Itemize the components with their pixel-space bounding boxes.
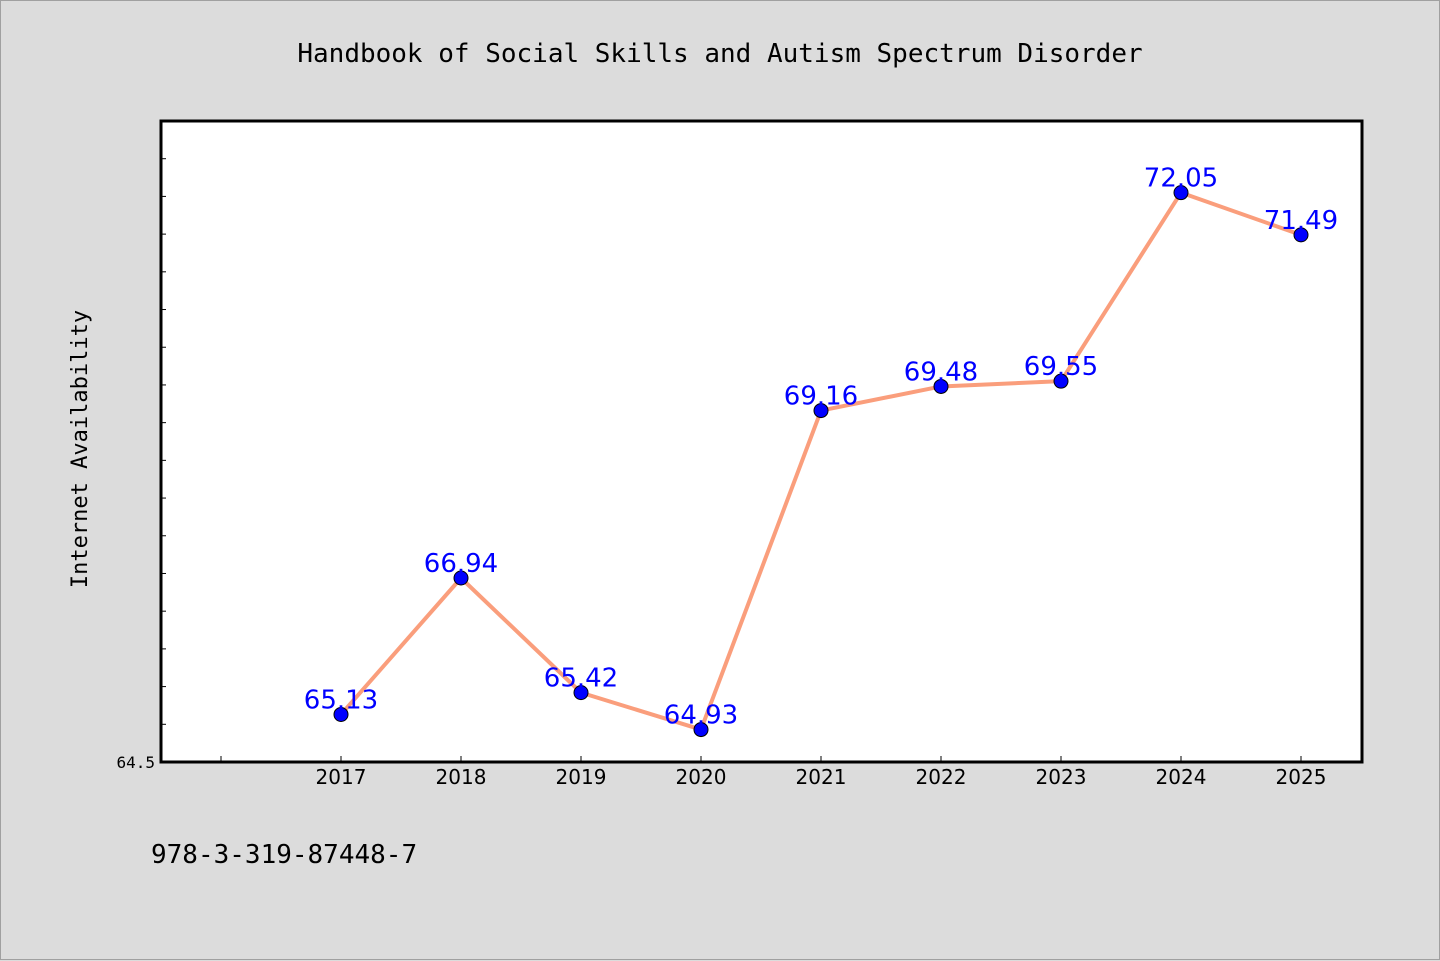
data-label: 65.13 bbox=[304, 685, 378, 715]
data-point bbox=[1173, 185, 1189, 201]
data-point bbox=[1293, 227, 1309, 243]
x-tick-label: 2024 bbox=[1156, 765, 1207, 789]
data-label: 64.93 bbox=[664, 701, 738, 731]
x-tick-label: 2021 bbox=[796, 765, 847, 789]
data-point bbox=[333, 706, 349, 722]
chart-title: Handbook of Social Skills and Autism Spe… bbox=[297, 39, 1142, 69]
series-group: 65.13 66.94 65.42 64.93 69.16 69.48 69.55 72.05… bbox=[304, 164, 1338, 738]
data-point bbox=[453, 570, 469, 586]
y-axis: 64.5 bbox=[116, 120, 166, 772]
plot-area bbox=[159, 119, 1364, 764]
x-tick-label: 2020 bbox=[676, 765, 727, 789]
x-axis: 2017 2018 2019 2020 2021 2022 2023 2024 2025 bbox=[220, 756, 1327, 789]
x-tick-label: 2022 bbox=[916, 765, 967, 789]
y-tick-label: 64.5 bbox=[116, 753, 155, 772]
data-label: 65.42 bbox=[544, 664, 618, 694]
data-point bbox=[1053, 373, 1069, 389]
data-point bbox=[693, 722, 709, 738]
x-tick-label: 2023 bbox=[1036, 765, 1087, 789]
data-label: 66.94 bbox=[424, 549, 498, 579]
data-label: 69.48 bbox=[904, 357, 978, 387]
data-label: 72.05 bbox=[1144, 164, 1218, 194]
footer-isbn: 978-3-319-87448-7 bbox=[151, 840, 417, 870]
data-point bbox=[933, 378, 949, 394]
data-label: 71.49 bbox=[1264, 206, 1338, 236]
x-tick-label: 2019 bbox=[556, 765, 607, 789]
y-axis-label: Internet Availability bbox=[68, 310, 93, 588]
data-point bbox=[573, 685, 589, 701]
data-label: 69.55 bbox=[1024, 352, 1098, 382]
data-label: 69.16 bbox=[784, 382, 858, 412]
x-tick-label: 2025 bbox=[1276, 765, 1327, 789]
data-point bbox=[813, 403, 829, 419]
x-tick-label: 2018 bbox=[436, 765, 487, 789]
x-tick-label: 2017 bbox=[316, 765, 367, 789]
